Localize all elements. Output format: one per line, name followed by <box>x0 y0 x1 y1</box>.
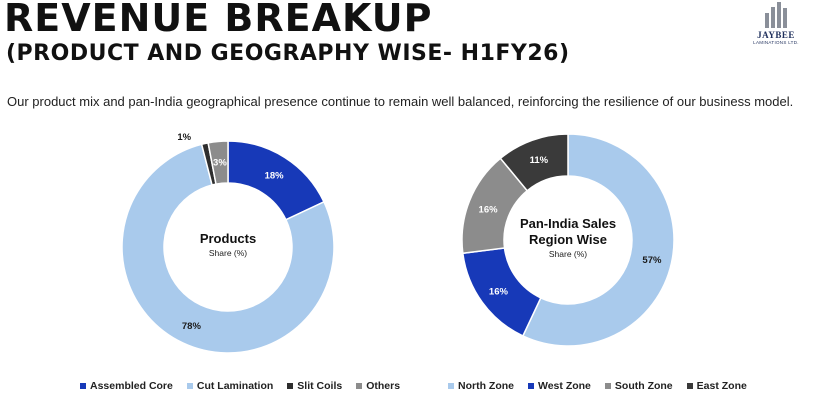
donut-slice-east-zone <box>499 133 569 192</box>
legend-label: Assembled Core <box>90 380 173 392</box>
legend-label: Others <box>366 380 401 392</box>
data-label-assembled-core: 18% <box>265 170 285 181</box>
company-logo: JAYBEE LAMINATIONS LTD. <box>752 2 800 48</box>
logo-name: JAYBEE <box>757 30 795 40</box>
description-text: Our product mix and pan-India geographic… <box>7 94 794 109</box>
data-label-east-zone: 11% <box>530 155 549 166</box>
legend-item: Slit Coils <box>287 380 342 392</box>
legend-label: South Zone <box>614 380 673 392</box>
legend-item: North Zone <box>448 380 514 392</box>
donut-center-subtitle: Share (%) <box>549 249 587 259</box>
legend-swatch <box>448 383 454 389</box>
data-label-slit-coils: 1% <box>177 132 191 143</box>
legend-swatch <box>604 383 611 389</box>
donut-slice-cut-lamination <box>121 143 335 354</box>
regions-legend: North Zone West Zone South Zone East Zone <box>448 380 747 392</box>
products-legend: Assembled Core Cut Lamination Slit Coils Ot… <box>80 380 400 392</box>
legend-item: West Zone <box>528 380 591 392</box>
page-subtitle: (PRODUCT AND GEOGRAPHY WISE- H1FY26) <box>6 41 570 66</box>
legend-item: Cut Lamination <box>186 380 274 392</box>
legend-swatch <box>80 383 86 389</box>
legend-item: East Zone <box>686 380 747 392</box>
legend-label: West Zone <box>538 380 591 392</box>
legend-label: North Zone <box>458 380 514 392</box>
donut-center-title: Region Wise <box>529 232 607 247</box>
donut-center-title: Pan-India Sales <box>520 216 616 231</box>
data-label-others: 3% <box>213 157 227 168</box>
data-label-west-zone: 16% <box>489 287 509 298</box>
donut-slice-others <box>207 140 229 186</box>
legend-item: Assembled Core <box>80 380 173 392</box>
logo-bars-icon <box>765 2 787 28</box>
page-title: REVENUE BREAKUP <box>4 0 433 40</box>
legend-label: Cut Lamination <box>196 380 274 392</box>
legend-swatch <box>528 383 534 389</box>
logo-subtext: LAMINATIONS LTD. <box>753 40 799 45</box>
legend-label: Slit Coils <box>297 380 343 392</box>
data-label-south-zone: 16% <box>479 204 499 215</box>
legend-item: Others <box>356 380 400 392</box>
legend-label: East Zone <box>696 380 747 392</box>
data-label-cut-lamination: 78% <box>182 321 202 332</box>
legend-item: South Zone <box>604 380 673 392</box>
donut-slice-north-zone <box>521 133 675 347</box>
data-label-north-zone: 57% <box>642 255 662 266</box>
legend-swatch <box>287 383 294 389</box>
legend-swatch <box>186 383 193 389</box>
legend-swatch <box>686 383 693 389</box>
donut-center-subtitle: Share (%) <box>209 248 247 258</box>
donut-center-title: Products <box>200 231 256 246</box>
legend-swatch <box>356 383 363 389</box>
